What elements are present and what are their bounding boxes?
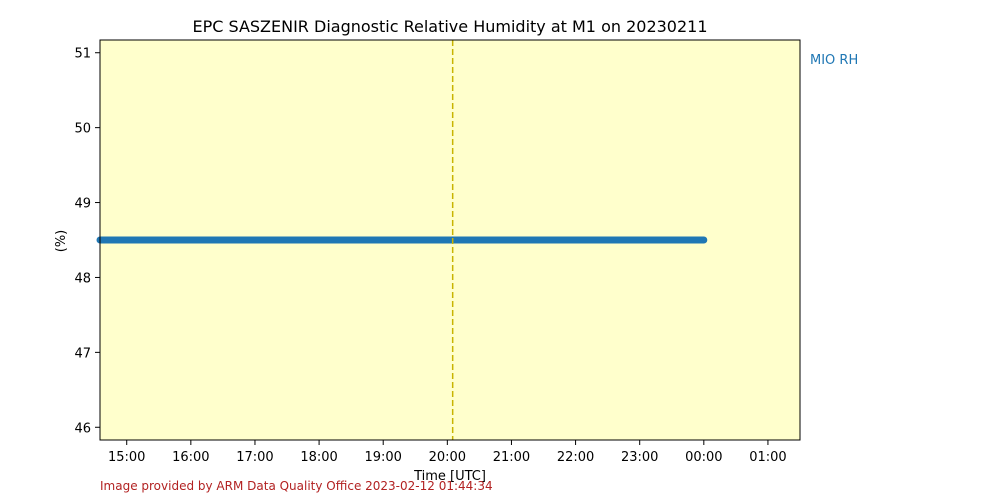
y-tick-label: 49 [74,197,91,212]
x-tick-label: 22:00 [557,450,594,465]
x-tick-label: 16:00 [172,450,209,465]
y-tick-label: 47 [74,346,91,361]
chart-title: EPC SASZENIR Diagnostic Relative Humidit… [192,17,707,36]
y-tick-label: 50 [74,122,91,137]
x-tick-label: 00:00 [685,450,722,465]
plot-frame [99,39,801,441]
y-axis-label: (%) [54,230,69,253]
credit-text: Image provided by ARM Data Quality Offic… [100,479,493,493]
x-tick-label: 15:00 [108,450,145,465]
x-tick-label: 17:00 [236,450,273,465]
y-tick-label: 51 [74,47,91,62]
y-tick-label: 46 [74,421,91,436]
x-tick-label: 18:00 [300,450,337,465]
x-axis-label: Time [UTC] [413,469,486,484]
x-tick-label: 01:00 [749,450,786,465]
x-tick-label: 20:00 [429,450,466,465]
x-tick-label: 19:00 [364,450,401,465]
x-tick-label: 23:00 [621,450,658,465]
y-tick-label: 48 [74,271,91,286]
x-tick-label: 21:00 [493,450,530,465]
legend-entry-mio-rh: MIO RH [810,53,858,68]
